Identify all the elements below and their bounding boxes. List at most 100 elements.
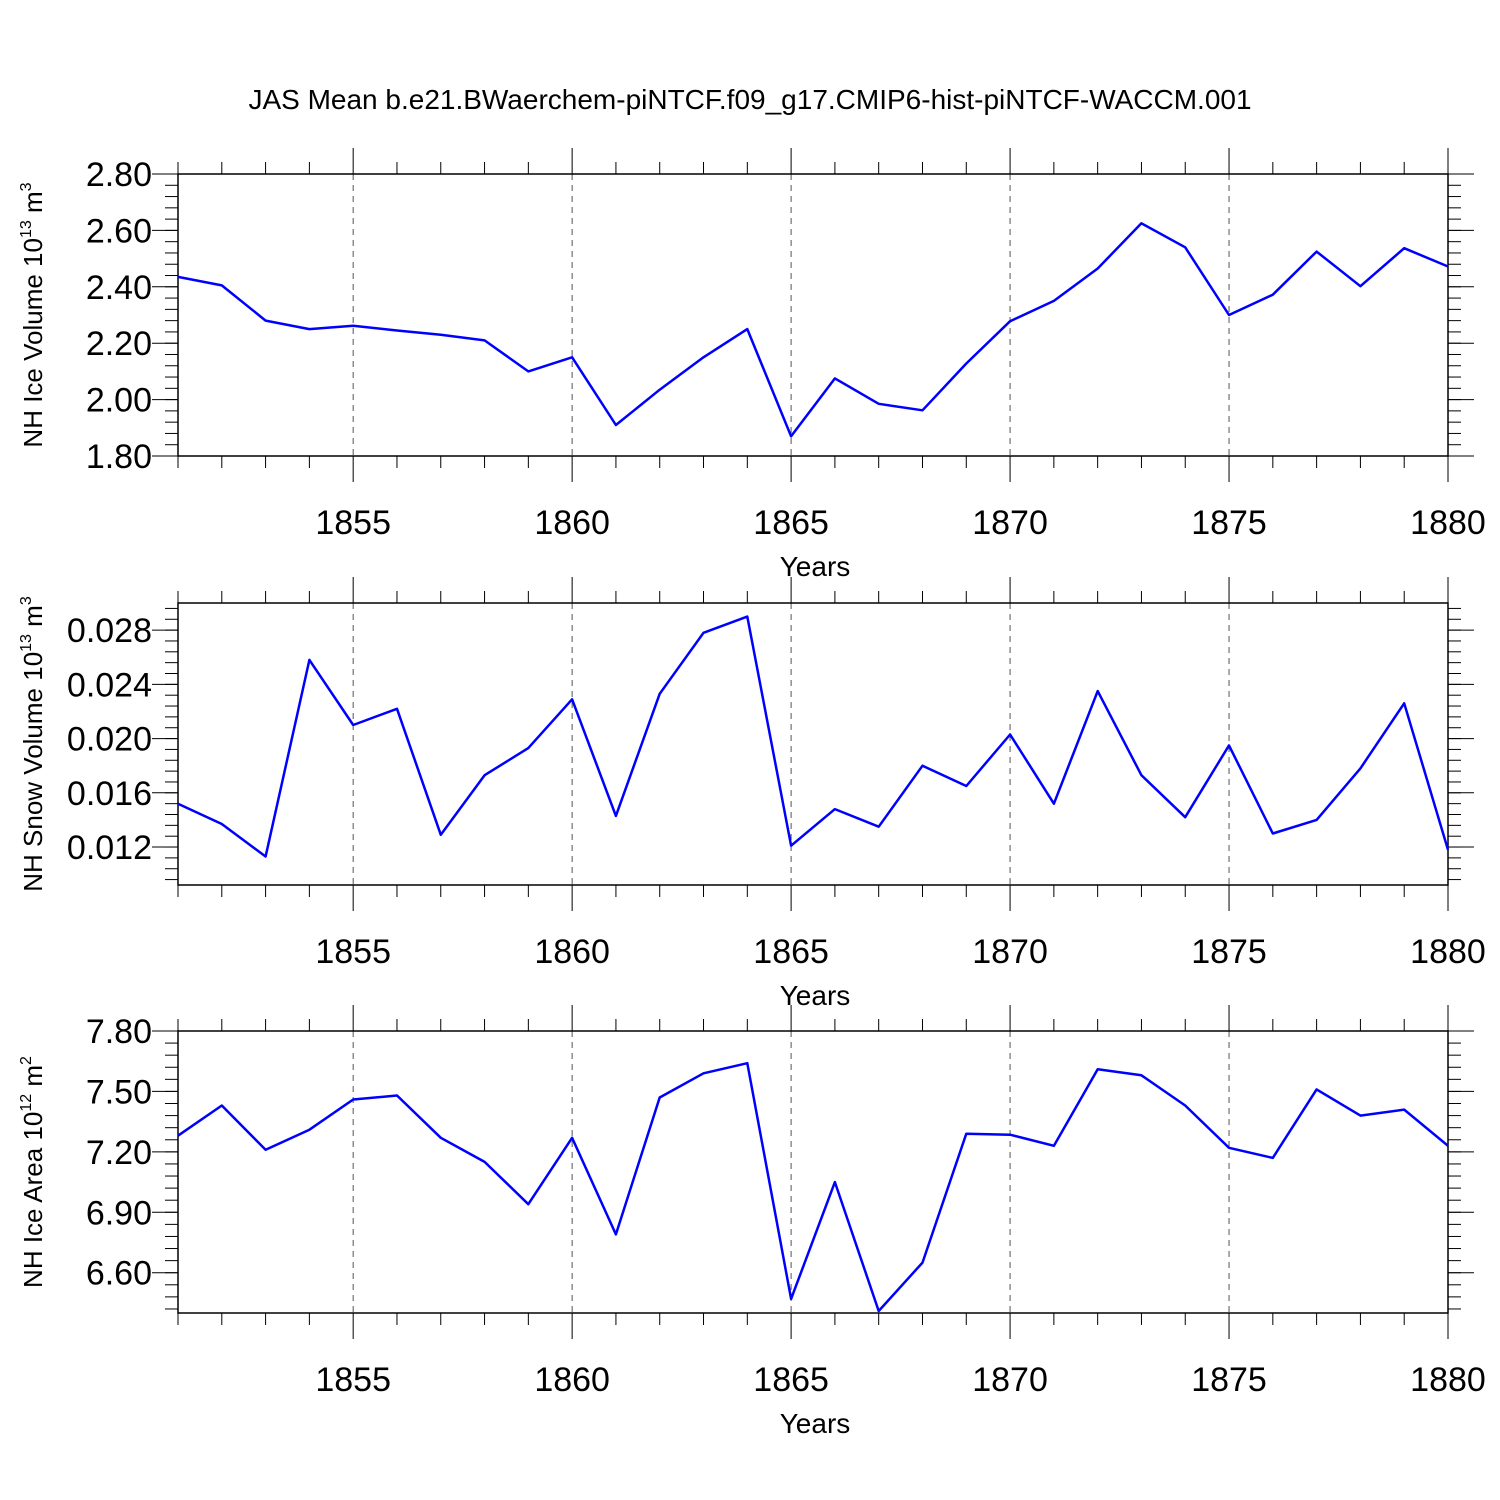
y-axis-label: NH Snow Volume 1013 m3	[18, 596, 48, 892]
data-point-1863	[702, 631, 706, 635]
data-point-1862	[658, 1095, 662, 1099]
data-point-1865	[789, 844, 793, 848]
data-point-1857	[439, 333, 443, 337]
y-tick-label-7.80: 7.80	[86, 1013, 152, 1051]
x-tick-label-1880: 1880	[1410, 933, 1486, 971]
data-point-1877	[1315, 1087, 1319, 1091]
data-point-1851	[176, 275, 180, 279]
data-point-1852	[220, 283, 224, 287]
data-point-1861	[614, 814, 618, 818]
data-point-1877	[1315, 818, 1319, 822]
data-point-1872	[1096, 1067, 1100, 1071]
data-point-1875	[1227, 313, 1231, 317]
data-point-1862	[658, 388, 662, 392]
data-point-1855	[351, 1097, 355, 1101]
y-axis-label-exponent: 13	[18, 220, 35, 238]
y-tick-label-2.20: 2.20	[86, 325, 152, 363]
data-point-1874	[1183, 245, 1187, 249]
data-point-1855	[351, 324, 355, 328]
data-point-1875	[1227, 1146, 1231, 1150]
data-point-1865	[789, 434, 793, 438]
data-point-1866	[833, 807, 837, 811]
data-point-1874	[1183, 1104, 1187, 1108]
data-point-1857	[439, 1136, 443, 1140]
data-point-1859	[526, 746, 530, 750]
x-tick-label-1875: 1875	[1191, 1361, 1267, 1399]
data-point-1866	[833, 1180, 837, 1184]
x-axis-label: Years	[780, 980, 851, 1011]
x-axis-label: Years	[780, 551, 851, 582]
y-tick-label-7.20: 7.20	[86, 1134, 152, 1172]
data-point-1856	[395, 707, 399, 711]
data-point-1876	[1271, 831, 1275, 835]
data-point-1868	[920, 764, 924, 768]
y-axis-label-unit-exponent: 2	[18, 1056, 35, 1065]
data-point-1868	[920, 408, 924, 412]
data-point-1860	[570, 355, 574, 359]
y-tick-label-2.80: 2.80	[86, 156, 152, 194]
y-axis-label-text: NH Snow Volume 10	[18, 652, 48, 892]
y-axis-label-text: NH Ice Volume 10	[18, 238, 48, 448]
data-point-1880	[1446, 848, 1450, 852]
data-point-1863	[702, 355, 706, 359]
y-tick-label-7.50: 7.50	[86, 1073, 152, 1111]
data-point-1855	[351, 723, 355, 727]
x-tick-label-1860: 1860	[534, 1361, 610, 1399]
data-point-1853	[264, 855, 268, 859]
x-tick-label-1870: 1870	[972, 1361, 1048, 1399]
data-point-1864	[745, 1061, 749, 1065]
data-point-1863	[702, 1071, 706, 1075]
y-axis-label-unit-exponent: 3	[18, 596, 35, 605]
data-point-1870	[1008, 1133, 1012, 1137]
panel-3: 6.60 6.90 7.20 7.50 7.80 1855 1860 1865 1870 1875…	[18, 1005, 1486, 1439]
x-tick-label-1865: 1865	[753, 933, 829, 971]
y-axis-label: NH Ice Area 1012 m2	[18, 1056, 48, 1288]
data-point-1879	[1402, 246, 1406, 250]
data-point-1873	[1139, 1073, 1143, 1077]
y-axis-label-text: NH Ice Area 10	[18, 1112, 48, 1288]
x-tick-label-1865: 1865	[753, 504, 829, 542]
y-tick-label-2.00: 2.00	[86, 382, 152, 420]
data-point-1864	[745, 327, 749, 331]
data-point-1880	[1446, 264, 1450, 268]
data-point-1859	[526, 369, 530, 373]
x-tick-label-1855: 1855	[315, 1361, 391, 1399]
data-point-1853	[264, 1148, 268, 1152]
data-point-1879	[1402, 1108, 1406, 1112]
x-tick-label-1880: 1880	[1410, 1361, 1486, 1399]
y-axis-label-exponent: 13	[18, 634, 35, 652]
data-point-1869	[964, 1132, 968, 1136]
data-point-1868	[920, 1261, 924, 1265]
data-point-1851	[176, 802, 180, 806]
data-point-1876	[1271, 293, 1275, 297]
plot-frame	[177, 173, 1449, 457]
data-point-1867	[877, 1309, 881, 1313]
data-point-1879	[1402, 701, 1406, 705]
y-tick-label-0.016: 0.016	[67, 775, 152, 813]
data-point-1878	[1358, 284, 1362, 288]
series-line	[177, 1061, 1449, 1313]
data-point-1862	[658, 692, 662, 696]
data-point-1860	[570, 697, 574, 701]
data-point-1859	[526, 1202, 530, 1206]
data-point-1871	[1052, 1144, 1056, 1148]
data-point-1871	[1052, 299, 1056, 303]
data-point-1860	[570, 1136, 574, 1140]
x-tick-label-1855: 1855	[315, 504, 391, 542]
series-line	[177, 222, 1449, 438]
data-point-1878	[1358, 766, 1362, 770]
data-point-1872	[1096, 266, 1100, 270]
panel-1: 1.80 2.00 2.20 2.40 2.60 2.80 1855 1860 1865 1870…	[18, 148, 1486, 582]
y-tick-label-6.60: 6.60	[86, 1255, 152, 1293]
data-point-1867	[877, 402, 881, 406]
data-point-1869	[964, 362, 968, 366]
y-axis-label-unit: m	[18, 191, 48, 220]
series-line	[177, 615, 1450, 858]
data-point-1875	[1227, 743, 1231, 747]
y-axis-label-unit: m	[18, 605, 48, 634]
y-tick-label-1.80: 1.80	[86, 438, 152, 476]
y-axis-label: NH Ice Volume 1013 m3	[18, 182, 48, 447]
data-point-1856	[395, 329, 399, 333]
data-point-1854	[307, 327, 311, 331]
